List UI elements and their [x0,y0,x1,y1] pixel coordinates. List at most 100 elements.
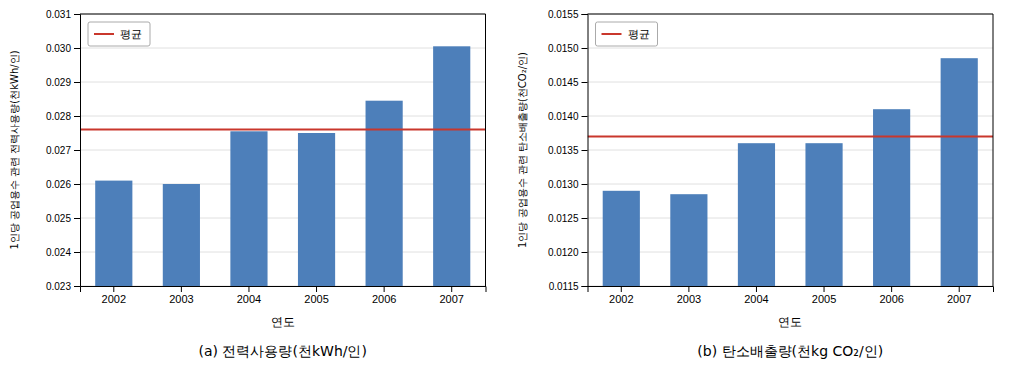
grid-line [588,252,994,253]
grid-line [80,252,486,253]
panel: 0.01150.01200.01250.01300.01350.01400.01… [517,9,994,368]
x-tick-label: 2003 [677,293,701,305]
x-axis-line [588,287,994,293]
y-tick: 0.027 [46,145,80,156]
x-tick-label: 2006 [372,293,396,305]
y-tick: 0.030 [46,43,80,54]
grid-line [80,82,486,83]
x-axis-title: 연도 [271,315,295,329]
grid-line [80,14,486,15]
grid-line [588,82,994,83]
x-tick-mark [891,286,892,292]
plot-area [80,46,486,286]
x-axis: 2002 2003 2004 2005 2006 2007 [81,286,487,305]
x-axis-title: 연도 [778,315,802,329]
y-tick-mark [582,82,588,83]
y-tick-label: 0.031 [46,9,71,20]
y-tick: 0.0145 [548,77,588,88]
x-tick-label: 2007 [947,293,971,305]
x-tick: 2003 [677,286,701,305]
y-axis-line [582,15,589,287]
x-tick: 2005 [304,286,328,305]
y-tick-label: 0.0125 [548,213,579,224]
y-tick-label: 0.0130 [548,179,579,190]
x-tick-mark [181,286,182,292]
legend-label: 평균 [120,28,142,41]
y-tick-mark [582,218,588,219]
average-line [588,135,994,137]
y-axis-title: 1인당 공업용수 관련 탄소배출량(천CO₂/인) [517,52,528,248]
x-tick: 2004 [237,286,261,305]
frame-line [588,14,994,15]
y-tick: 0.0125 [548,213,588,224]
y-tick-mark [74,14,80,15]
x-tick-mark [316,286,317,292]
panel: 0.023 0.024 0.025 0.026 0.027 0.028 0.029 0.030… [9,9,486,368]
grid [80,14,486,286]
bar [670,194,707,286]
x-tick-label: 2007 [439,293,463,305]
bar [603,191,640,286]
y-tick: 0.029 [46,77,80,88]
x-tick-label: 2005 [812,293,836,305]
plot-area [588,58,994,286]
bar [230,131,267,286]
title: (a) 전력사용량(천kWh/인) [199,343,367,359]
grid-line [588,14,994,15]
y-tick-label: 0.0155 [548,9,579,20]
x-tick: 2003 [169,286,193,305]
x-axis-line [81,287,487,293]
title: (b) 탄소배출량(천kg CO₂/인) [697,343,883,359]
y-axis-line [74,15,81,287]
y-tick-label: 0.027 [46,145,71,156]
grid-line [80,48,486,49]
x-tick-label: 2002 [609,293,633,305]
y-tick-mark [74,82,80,83]
y-tick-label: 0.0145 [548,77,579,88]
legend-swatch [602,33,622,35]
legend-box [596,22,658,46]
grid-line [588,116,994,117]
y-axis-title: 1인당 공업용수 관련 전력사용량(천kWh/인) [9,50,20,249]
bar [805,143,842,286]
x-tick: 2006 [372,286,396,305]
y-tick: 0.028 [46,111,80,122]
legend-label: 평균 [628,28,650,41]
frame-line [993,14,994,286]
grid-line [80,116,486,117]
frame-line [80,14,486,15]
x-axis: 2002 2003 2004 2005 2006 2007 [588,286,994,305]
legend-box [88,22,150,46]
x-tick: 2004 [744,286,768,305]
grid-line [588,184,994,185]
y-tick: 0.025 [46,213,80,224]
legend: 평균 [88,22,150,46]
y-tick-label: 0.030 [46,43,71,54]
x-tick: 2006 [879,286,903,305]
x-tick: 2005 [812,286,836,305]
grid-line [80,184,486,185]
bar [163,184,200,286]
y-tick-label: 0.023 [46,281,71,292]
y-tick-mark [74,116,80,117]
y-tick-mark [582,48,588,49]
x-tick-label: 2006 [879,293,903,305]
bar [298,133,335,286]
y-tick: 0.0120 [548,247,588,258]
y-tick-mark [582,14,588,15]
bar [738,143,775,286]
y-tick: 0.0155 [548,9,588,20]
figure: 0.023 0.024 0.025 0.026 0.027 0.028 0.029 0.030… [0,0,1015,368]
y-tick-label: 0.026 [46,179,71,190]
x-tick-label: 2002 [102,293,126,305]
y-tick-mark [74,184,80,185]
x-tick-label: 2005 [304,293,328,305]
x-tick-mark [756,286,757,292]
y-tick: 0.024 [46,247,80,258]
y-tick-label: 0.028 [46,111,71,122]
x-tick-mark [688,286,689,292]
x-tick-label: 2004 [237,293,261,305]
y-tick-mark [582,116,588,117]
frame-line [485,14,486,286]
x-tick: 2007 [439,286,463,305]
